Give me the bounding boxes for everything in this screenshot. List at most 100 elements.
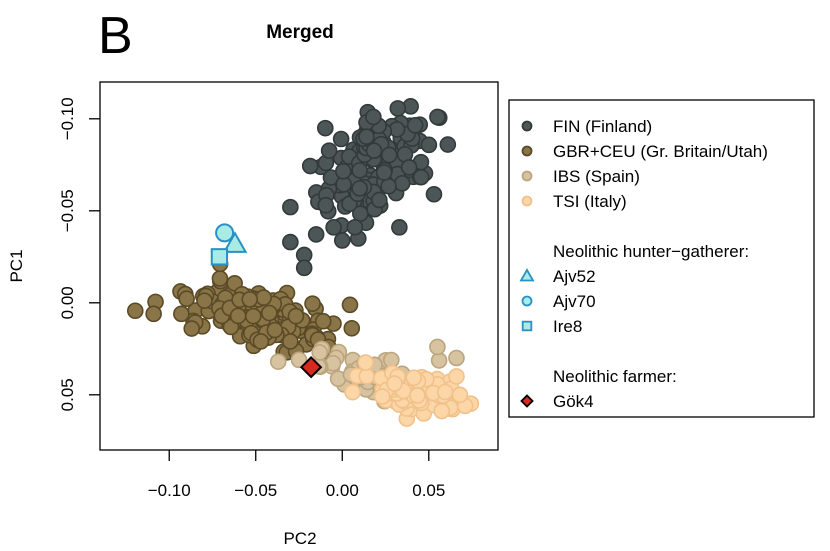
data-point bbox=[375, 164, 393, 181]
series-tsi bbox=[344, 354, 480, 427]
x-tick-label: −0.10 bbox=[148, 481, 191, 500]
legend-label: Ire8 bbox=[553, 317, 582, 336]
y-axis: −0.10 −0.05 0.00 0.05 bbox=[58, 97, 100, 411]
data-point bbox=[178, 290, 195, 308]
data-points bbox=[126, 98, 480, 427]
legend-marker bbox=[520, 394, 534, 408]
x-axis: −0.10 −0.05 0.00 0.05 bbox=[148, 450, 445, 500]
data-point bbox=[332, 130, 350, 148]
chart-title: Merged bbox=[266, 22, 334, 43]
data-point bbox=[255, 289, 272, 306]
x-tick-label: −0.05 bbox=[234, 481, 277, 500]
data-point bbox=[425, 185, 443, 203]
data-point bbox=[244, 307, 262, 325]
data-point bbox=[380, 146, 398, 164]
data-point bbox=[314, 312, 332, 330]
data-point bbox=[451, 386, 469, 404]
data-point bbox=[351, 180, 368, 197]
data-point bbox=[365, 108, 382, 126]
data-point bbox=[145, 305, 162, 323]
panel-label: B bbox=[98, 7, 133, 65]
data-point bbox=[252, 333, 270, 350]
data-point bbox=[433, 402, 451, 420]
legend-label: IBS (Spain) bbox=[553, 167, 640, 186]
data-point bbox=[282, 198, 299, 216]
data-point bbox=[126, 302, 144, 320]
data-point bbox=[420, 136, 438, 154]
data-point bbox=[371, 191, 388, 209]
legend-marker bbox=[519, 268, 535, 282]
x-tick-label: 0.00 bbox=[326, 481, 359, 500]
legend-marker bbox=[521, 145, 533, 157]
data-point bbox=[241, 291, 259, 308]
data-point bbox=[344, 383, 361, 401]
data-point bbox=[358, 128, 375, 145]
data-point bbox=[299, 356, 323, 379]
data-point bbox=[215, 223, 235, 243]
data-point bbox=[173, 305, 190, 323]
data-point bbox=[335, 162, 352, 180]
data-point bbox=[229, 307, 247, 325]
data-point bbox=[311, 344, 329, 361]
legend-label: GBR+CEU (Gr. Britain/Utah) bbox=[553, 142, 768, 161]
series-fin bbox=[282, 98, 457, 277]
data-point bbox=[287, 307, 305, 325]
legend-label: Ajv70 bbox=[553, 292, 596, 311]
data-point bbox=[346, 218, 364, 236]
data-point bbox=[429, 108, 446, 126]
data-point bbox=[301, 157, 319, 175]
legend-marker bbox=[521, 170, 533, 182]
legend-heading: Neolithic farmer: bbox=[553, 367, 677, 386]
legend-label: TSI (Italy) bbox=[553, 192, 627, 211]
data-point bbox=[210, 248, 229, 266]
data-point bbox=[260, 304, 278, 322]
y-tick-label: −0.05 bbox=[58, 189, 77, 232]
data-point bbox=[389, 100, 407, 117]
data-point bbox=[282, 333, 299, 350]
series-ire8 bbox=[210, 248, 229, 266]
x-axis-label: PC2 bbox=[283, 529, 316, 548]
data-point bbox=[290, 351, 308, 369]
series-gk4 bbox=[299, 356, 323, 379]
data-point bbox=[269, 353, 287, 370]
data-point bbox=[400, 159, 418, 176]
legend-heading: Neolithic hunter−gatherer: bbox=[553, 242, 749, 261]
data-point bbox=[393, 175, 411, 192]
y-tick-label: 0.05 bbox=[58, 378, 77, 411]
data-point bbox=[325, 219, 342, 236]
series-ajv52 bbox=[222, 231, 248, 253]
data-point bbox=[357, 354, 374, 371]
data-point bbox=[183, 320, 201, 337]
data-point bbox=[343, 319, 361, 337]
data-point bbox=[358, 368, 376, 385]
y-tick-label: −0.10 bbox=[58, 97, 77, 140]
data-point bbox=[405, 369, 423, 387]
data-point bbox=[391, 219, 408, 236]
legend-marker bbox=[521, 120, 533, 132]
data-point bbox=[409, 387, 426, 404]
data-point bbox=[386, 375, 403, 392]
data-point bbox=[211, 270, 229, 287]
data-point bbox=[406, 117, 424, 134]
data-point bbox=[196, 292, 213, 309]
data-point bbox=[341, 296, 359, 314]
data-point bbox=[317, 196, 335, 214]
legend-label: Gök4 bbox=[553, 392, 594, 411]
data-point bbox=[333, 232, 351, 249]
legend-marker bbox=[521, 295, 533, 307]
data-point bbox=[307, 226, 325, 243]
data-point bbox=[317, 119, 334, 137]
data-point bbox=[266, 321, 284, 339]
plot-frame bbox=[99, 81, 499, 451]
x-tick-label: 0.05 bbox=[412, 481, 445, 500]
data-point bbox=[295, 259, 313, 277]
data-point bbox=[448, 349, 465, 367]
data-point bbox=[429, 338, 446, 356]
legend-label: Ajv52 bbox=[553, 267, 596, 286]
data-point bbox=[282, 233, 299, 251]
data-point bbox=[439, 136, 457, 153]
y-tick-label: 0.00 bbox=[58, 286, 77, 319]
legend-marker bbox=[521, 320, 533, 332]
data-point bbox=[365, 142, 383, 159]
